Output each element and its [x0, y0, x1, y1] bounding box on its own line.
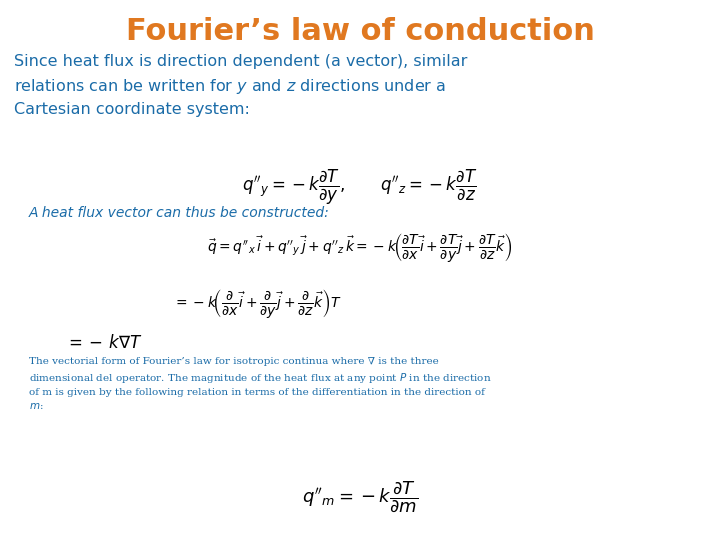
Text: $= -\,k\nabla T$: $= -\,k\nabla T$ — [65, 334, 143, 352]
Text: Fourier’s law of conduction: Fourier’s law of conduction — [125, 17, 595, 46]
Text: Since heat flux is direction dependent (a vector), similar
relations can be writ: Since heat flux is direction dependent (… — [14, 54, 468, 117]
Text: The vectorial form of Fourier’s law for isotropic continua where ∇ is the three
: The vectorial form of Fourier’s law for … — [29, 357, 491, 411]
Text: $= -k\!\left(\dfrac{\partial}{\partial x}\vec{i} + \dfrac{\partial}{\partial y}\: $= -k\!\left(\dfrac{\partial}{\partial x… — [173, 287, 342, 320]
Text: $\vec{q} = q''_x\,\vec{i} + q''_y\,\vec{j} + q''_z\,\vec{k} = -k\!\left(\dfrac{\: $\vec{q} = q''_x\,\vec{i} + q''_y\,\vec{… — [207, 231, 513, 264]
Text: A heat flux vector can thus be constructed:: A heat flux vector can thus be construct… — [29, 206, 330, 220]
Text: $q''_m = -k\dfrac{\partial T}{\partial m}$: $q''_m = -k\dfrac{\partial T}{\partial m… — [302, 480, 418, 515]
Text: $q''_y = -k\dfrac{\partial T}{\partial y},\qquad q''_z = -k\dfrac{\partial T}{\p: $q''_y = -k\dfrac{\partial T}{\partial y… — [243, 167, 477, 207]
